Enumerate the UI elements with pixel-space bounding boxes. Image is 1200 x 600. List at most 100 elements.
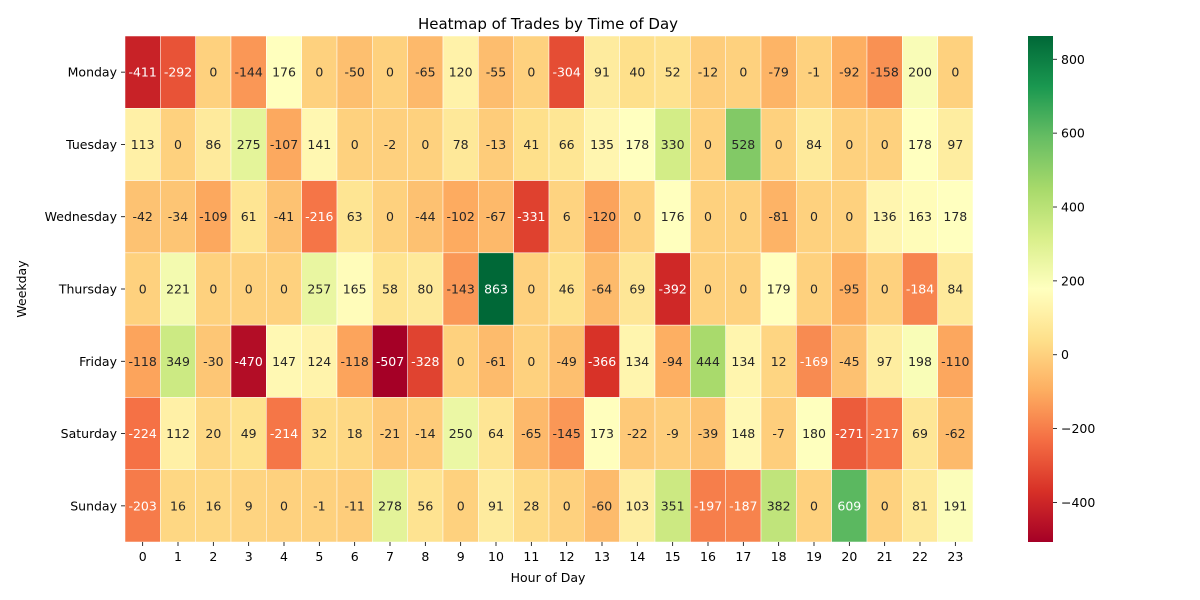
heatmap-cell — [866, 35, 903, 109]
heatmap-cell — [866, 469, 903, 543]
cell-value-label: 135 — [590, 137, 614, 152]
colorbar-gradient — [1028, 36, 1053, 542]
cell-value-label: -144 — [234, 65, 262, 80]
cell-value-label: -9 — [666, 426, 679, 441]
x-axis-label: Hour of Day — [511, 570, 586, 585]
cell-value-label: -41 — [274, 209, 294, 224]
heatmap-cell — [478, 469, 514, 543]
cell-value-label: 0 — [280, 282, 288, 297]
x-tick-label: 8 — [421, 549, 429, 564]
cell-value-label: 0 — [421, 137, 429, 152]
heatmap-cell — [584, 324, 620, 398]
cell-value-label: 0 — [704, 209, 712, 224]
heatmap-cell — [478, 324, 514, 398]
colorbar-tick-label: 0 — [1061, 347, 1069, 362]
heatmap-cell — [584, 469, 620, 543]
heatmap-cell — [902, 324, 938, 398]
x-tick-label: 23 — [947, 549, 963, 564]
cell-value-label: -34 — [168, 209, 188, 224]
heatmap-cell — [407, 397, 444, 470]
heatmap-cell — [690, 35, 726, 109]
x-tick-label: 16 — [700, 549, 716, 564]
heatmap-cell — [796, 324, 832, 398]
x-tick-label: 10 — [488, 549, 504, 564]
cell-value-label: 0 — [775, 137, 783, 152]
heatmap-cell — [160, 35, 196, 109]
cell-value-label: -1 — [313, 498, 325, 513]
heatmap-cell — [195, 180, 232, 254]
heatmap-cell — [442, 35, 479, 109]
cell-value-label: 63 — [347, 209, 363, 224]
cell-value-label: -14 — [415, 426, 435, 441]
cell-value-label: -67 — [486, 209, 506, 224]
heatmap-cell — [937, 108, 974, 181]
heatmap-cell — [725, 35, 762, 109]
cell-value-label: 61 — [241, 209, 257, 224]
heatmap-cells: -411 -292 0 -144 176 0 -50 0 -65 120 -55 0 -304 91 40 5… — [124, 35, 974, 543]
cell-value-label: -187 — [729, 498, 757, 513]
cell-value-label: 179 — [767, 282, 791, 297]
heatmap-cell — [760, 180, 797, 254]
heatmap-cell — [690, 469, 726, 543]
heatmap-cell — [301, 469, 338, 543]
heatmap-cell — [372, 397, 408, 470]
cell-value-label: -331 — [517, 209, 545, 224]
heatmap-cell — [760, 108, 797, 181]
cell-value-label: -11 — [344, 498, 364, 513]
cell-value-label: 0 — [704, 282, 712, 297]
cell-value-label: -216 — [305, 209, 333, 224]
colorbar-tick-label: 200 — [1061, 273, 1085, 288]
heatmap-cell — [548, 108, 585, 181]
cell-value-label: -102 — [446, 209, 474, 224]
y-tick-label: Saturday — [61, 426, 118, 441]
cell-value-label: -507 — [376, 354, 404, 369]
cell-value-label: 91 — [488, 498, 504, 513]
cell-value-label: 351 — [661, 498, 685, 513]
x-tick-label: 18 — [771, 549, 787, 564]
heatmap-cell — [902, 397, 938, 470]
cell-value-label: 81 — [912, 498, 928, 513]
cell-value-label: 0 — [386, 65, 394, 80]
heatmap-cell — [195, 108, 232, 181]
cell-value-label: 0 — [881, 498, 889, 513]
cell-value-label: 56 — [417, 498, 433, 513]
cell-value-label: -110 — [941, 354, 969, 369]
cell-value-label: 0 — [245, 282, 253, 297]
x-tick-label: 12 — [559, 549, 575, 564]
cell-value-label: 91 — [594, 65, 610, 80]
cell-value-label: 278 — [378, 498, 402, 513]
cell-value-label: -217 — [870, 426, 898, 441]
x-tick-label: 15 — [665, 549, 681, 564]
x-tick-label: 14 — [629, 549, 645, 564]
cell-value-label: -21 — [380, 426, 400, 441]
cell-value-label: -109 — [199, 209, 227, 224]
heatmap-cell — [301, 252, 338, 326]
heatmap-cell — [124, 35, 161, 109]
heatmap-cell — [336, 469, 373, 543]
x-tick-label: 3 — [245, 549, 253, 564]
cell-value-label: 0 — [174, 137, 182, 152]
cell-value-label: 173 — [590, 426, 614, 441]
cell-value-label: 191 — [943, 498, 967, 513]
cell-value-label: 78 — [453, 137, 469, 152]
cell-value-label: 134 — [625, 354, 649, 369]
x-tick-label: 7 — [386, 549, 394, 564]
cell-value-label: 609 — [837, 498, 861, 513]
cell-value-label: 16 — [170, 498, 186, 513]
heatmap-cell — [937, 252, 974, 326]
heatmap-cell — [654, 469, 691, 543]
x-tick-label: 21 — [877, 549, 893, 564]
heatmap-cell — [266, 180, 302, 254]
cell-value-label: 0 — [845, 137, 853, 152]
cell-value-label: 86 — [205, 137, 221, 152]
cell-value-label: 178 — [625, 137, 649, 152]
cell-value-label: 0 — [633, 209, 641, 224]
y-tick-label: Sunday — [70, 498, 117, 513]
heatmap-cell — [301, 397, 338, 470]
cell-value-label: 52 — [665, 65, 681, 80]
heatmap-cell — [796, 180, 832, 254]
heatmap-cell — [513, 397, 550, 470]
heatmap-cell — [124, 108, 161, 181]
heatmap-cell — [902, 108, 938, 181]
heatmap-cell — [548, 180, 585, 254]
